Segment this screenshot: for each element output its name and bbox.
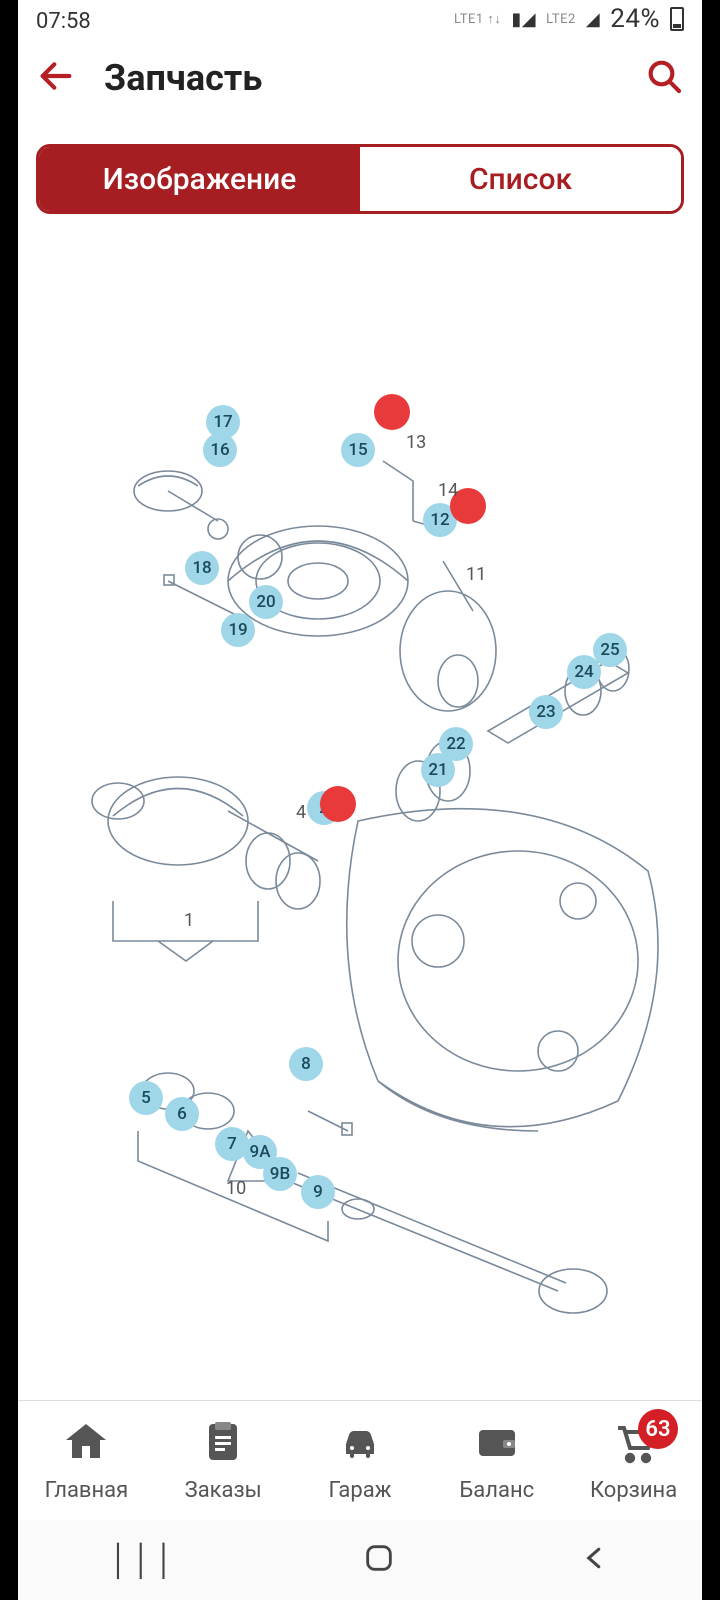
home-icon	[62, 1418, 110, 1472]
battery-icon	[670, 7, 684, 31]
part-label-13: 13	[406, 432, 426, 453]
part-marker-16[interactable]: 16	[203, 433, 237, 467]
nav-garage-label: Гараж	[328, 1478, 391, 1503]
view-tabs: Изображение Список	[36, 144, 684, 214]
clock: 07:58	[36, 9, 91, 34]
tab-image[interactable]: Изображение	[39, 147, 360, 211]
part-label-14: 14	[438, 480, 458, 501]
android-home-icon[interactable]	[362, 1541, 396, 1579]
part-marker-6[interactable]: 6	[165, 1097, 199, 1131]
status-bar: 07:58 LTE1 ↑↓ ▮◢ LTE2 ◢ 24%	[18, 0, 702, 36]
app-bar: Запчасть	[18, 36, 702, 120]
highlight-marker-3[interactable]	[320, 786, 356, 822]
orders-icon	[199, 1418, 247, 1472]
nav-orders-label: Заказы	[185, 1478, 262, 1503]
wallet-icon	[473, 1418, 521, 1472]
part-label-1: 1	[184, 910, 194, 931]
net2-indicator: LTE2	[546, 12, 576, 27]
search-icon[interactable]	[644, 56, 684, 100]
parts-diagram[interactable]: 171615121820192524232221285679A9B9131411…	[18, 222, 702, 1400]
bottom-nav: Главная Заказы Гараж Баланс 63 Корзина	[18, 1400, 702, 1520]
nav-cart-label: Корзина	[590, 1478, 677, 1503]
battery-text: 24%	[610, 4, 660, 34]
part-label-11: 11	[466, 564, 486, 585]
android-recents-icon[interactable]: │││	[110, 1543, 178, 1578]
nav-orders[interactable]: Заказы	[155, 1401, 292, 1520]
part-marker-9[interactable]: 9	[301, 1175, 335, 1209]
tab-list[interactable]: Список	[360, 147, 681, 211]
page-title: Запчасть	[104, 57, 262, 99]
nav-garage[interactable]: Гараж	[292, 1401, 429, 1520]
android-back-icon[interactable]	[580, 1543, 610, 1577]
signal-icon-2: ◢	[586, 9, 600, 30]
nav-home[interactable]: Главная	[18, 1401, 155, 1520]
part-marker-21[interactable]: 21	[421, 753, 455, 787]
diagram-drawing	[18, 222, 702, 1400]
nav-balance-label: Баланс	[459, 1478, 534, 1503]
part-marker-5[interactable]: 5	[129, 1081, 163, 1115]
cart-badge: 63	[638, 1409, 678, 1449]
highlight-marker-1[interactable]	[374, 394, 410, 430]
part-marker-23[interactable]: 23	[529, 695, 563, 729]
part-marker-9B[interactable]: 9B	[263, 1157, 297, 1191]
nav-home-label: Главная	[45, 1478, 129, 1503]
part-marker-15[interactable]: 15	[341, 433, 375, 467]
part-marker-18[interactable]: 18	[185, 551, 219, 585]
nav-balance[interactable]: Баланс	[428, 1401, 565, 1520]
signal-icon: ▮◢	[511, 9, 536, 30]
android-nav-bar: │││	[18, 1520, 702, 1600]
nav-cart[interactable]: 63 Корзина	[565, 1401, 702, 1520]
part-marker-19[interactable]: 19	[221, 613, 255, 647]
part-marker-24[interactable]: 24	[567, 655, 601, 689]
back-icon[interactable]	[36, 56, 76, 100]
garage-icon	[336, 1418, 384, 1472]
part-marker-20[interactable]: 20	[249, 585, 283, 619]
part-label-10: 10	[226, 1178, 246, 1199]
part-label-4: 4	[296, 802, 306, 823]
net1-indicator: LTE1 ↑↓	[454, 11, 501, 27]
part-marker-8[interactable]: 8	[289, 1047, 323, 1081]
